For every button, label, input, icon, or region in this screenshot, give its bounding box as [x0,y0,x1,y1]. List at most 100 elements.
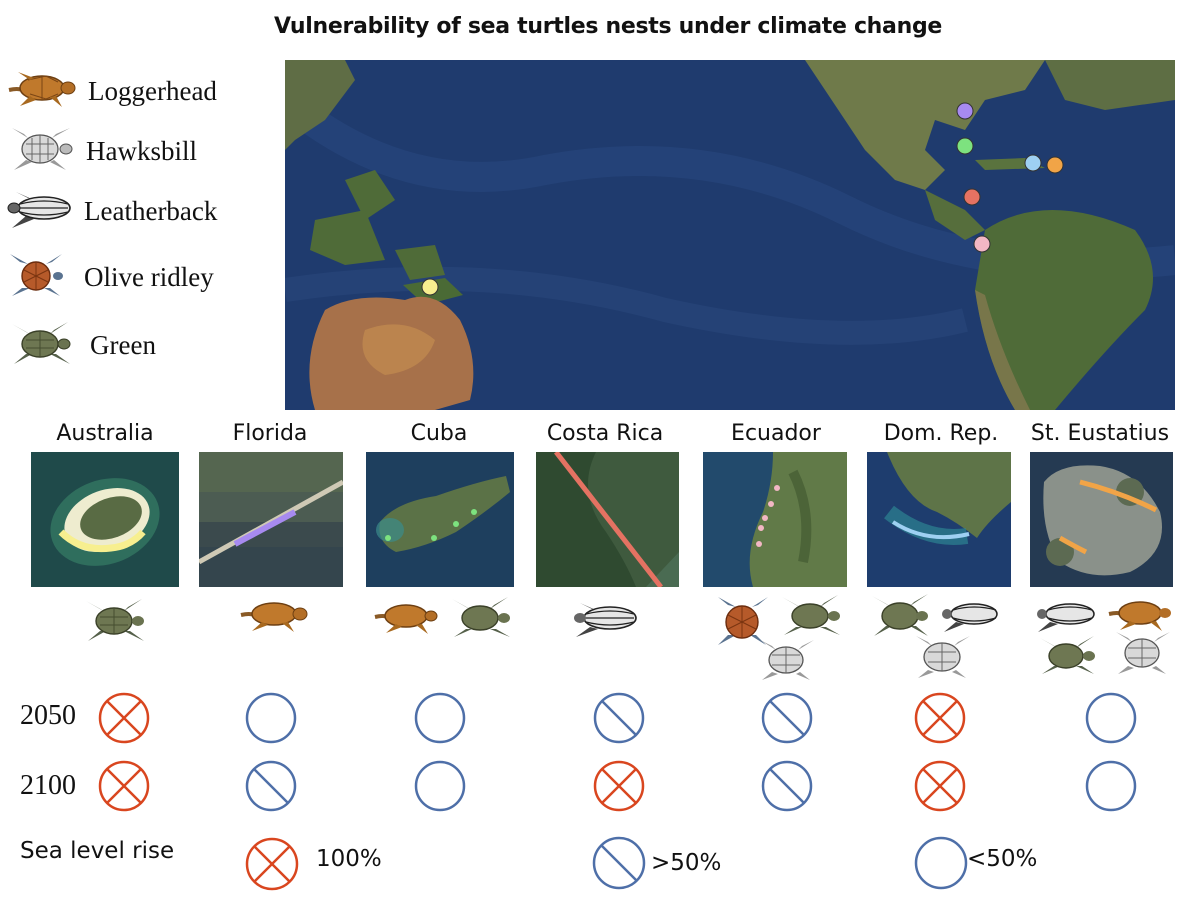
hawksbill-turtle-icon [12,128,73,170]
loggerhead-turtle-icon [240,602,308,632]
legend-item-green: Green [6,320,276,370]
site-thumbnail [536,452,679,587]
indonesia-land [310,210,445,280]
marker-ecuador[interactable] [973,235,991,253]
green-turtle-icon [782,595,840,635]
legend-label: Olive ridley [84,262,214,292]
key-text-50-plus: >50% [651,850,722,876]
nesting-beach [58,529,146,553]
green-turtle-icon [452,597,510,637]
symbol-cross-2100 [914,760,966,812]
nesting-point [762,515,768,521]
symbol-slash-2050 [761,692,813,744]
legend-item-olive-ridley: Olive ridley [6,252,276,302]
nesting-point [758,525,764,531]
site-markers [421,102,1064,296]
green-turtle-icon [12,322,71,364]
legend-label: Loggerhead [88,76,217,106]
key-text-50-minus: <50% [967,846,1038,872]
key-symbol-slash [592,836,646,890]
site-thumbnail [31,452,179,587]
nesting-beach [891,520,970,540]
nesting-point [774,485,780,491]
site-australia: Australia [30,0,180,590]
site-name: Costa Rica [546,421,664,446]
south-america-land [975,210,1153,410]
nesting-point [768,501,774,507]
marker-cuba[interactable] [956,137,974,155]
asia-land [285,60,355,150]
species-legend: Loggerhead Hawksbill Leatherback Olive r… [6,66,276,386]
site-name: Australia [56,421,154,446]
nesting-point [756,541,762,547]
row-label-2050: 2050 [20,700,76,731]
olive-ridley-turtle-icon [718,597,768,645]
symbol-slash-2050 [593,692,645,744]
leatherback-turtle-icon [574,603,637,637]
loggerhead-turtle-icon [8,72,76,107]
site-thumbnail [199,452,343,587]
key-text-100: 100% [316,846,382,872]
symbol-cross-2050 [914,692,966,744]
leatherback-turtle-icon [1037,603,1095,632]
legend-item-hawksbill: Hawksbill [6,126,276,176]
marker-dom-rep[interactable] [1024,154,1042,172]
site-costa-rica: Costa Rica [530,0,680,590]
symbol-slash-2100 [761,760,813,812]
satellite-map [285,60,1175,410]
olive-ridley-turtle-icon [10,254,63,296]
loggerhead-turtle-icon [1108,601,1171,631]
legend-item-leatherback: Leatherback [6,186,276,236]
hawksbill-turtle-icon [1116,632,1170,674]
green-turtle-icon [872,594,928,636]
key-symbol-cross [245,837,299,891]
site-thumbnail [366,452,514,587]
north-america-land [805,60,1045,190]
green-turtle-icon [86,599,144,641]
marker-florida[interactable] [956,102,974,120]
site-thumbnail [1030,452,1173,587]
row-label-2100: 2100 [20,770,76,801]
site-name: Florida [232,421,308,446]
legend-label: Hawksbill [86,136,197,166]
site-ecuador: Ecuador [701,0,851,590]
philippines-land [345,170,395,220]
figure-title: Vulnerability of sea turtles nests under… [273,14,943,39]
green-turtle-icon [1040,636,1095,674]
nesting-point [453,521,459,527]
nesting-point [431,535,437,541]
central-america-land [925,190,985,240]
site-st-eustatius: St. Eustatius [1025,0,1175,590]
site-thumbnail [867,452,1011,587]
symbol-empty-2100 [1085,760,1137,812]
site-florida: Florida [195,0,345,590]
site-name: St. Eustatius [1030,421,1170,446]
symbol-empty-2050 [414,692,466,744]
symbol-empty-2050 [1085,692,1137,744]
legend-label: Leatherback [84,196,218,226]
symbol-slash-2100 [245,760,297,812]
site-name: Dom. Rep. [883,421,999,446]
site-thumbnail [703,452,847,587]
site-name: Ecuador [731,421,821,446]
site-dom-rep: Dom. Rep. [866,0,1016,590]
nesting-beach [233,509,297,547]
nesting-beach [554,452,663,587]
leatherback-turtle-icon [7,192,71,228]
site-cuba: Cuba [364,0,514,590]
nesting-point [385,535,391,541]
symbol-cross-2100 [593,760,645,812]
marker-costa-rica[interactable] [963,188,981,206]
symbol-cross-2100 [98,760,150,812]
marker-australia[interactable] [421,278,439,296]
nesting-beach [1058,535,1088,555]
legend-item-loggerhead: Loggerhead [6,66,276,116]
key-symbol-empty [914,836,968,890]
nesting-beach [1079,479,1158,513]
hawksbill-turtle-icon [916,636,970,678]
site-name: Cuba [410,421,468,446]
leatherback-turtle-icon [942,603,998,632]
marker-st-eustatius[interactable] [1046,156,1064,174]
symbol-cross-2050 [98,692,150,744]
map-canvas [285,60,1175,410]
